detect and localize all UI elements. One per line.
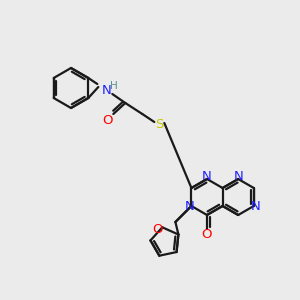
Text: N: N	[233, 170, 243, 184]
Text: O: O	[152, 223, 163, 236]
Text: N: N	[202, 170, 212, 184]
Text: O: O	[202, 229, 212, 242]
Text: N: N	[184, 200, 194, 214]
Text: S: S	[155, 118, 164, 131]
Text: N: N	[251, 200, 261, 214]
Text: H: H	[110, 81, 118, 91]
Text: N: N	[101, 83, 111, 97]
Text: O: O	[102, 113, 112, 127]
